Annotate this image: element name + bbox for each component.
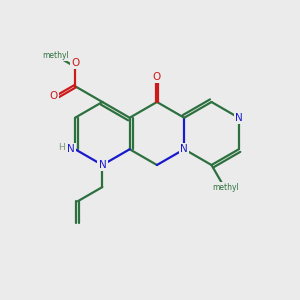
Text: methyl: methyl: [42, 51, 69, 60]
Text: N: N: [67, 144, 74, 154]
Text: N: N: [180, 144, 188, 154]
Text: N: N: [98, 160, 106, 170]
Text: methyl: methyl: [212, 183, 239, 192]
Text: O: O: [153, 72, 161, 82]
Text: H: H: [58, 143, 65, 152]
Text: N: N: [235, 113, 243, 123]
Text: O: O: [50, 91, 58, 101]
Text: O: O: [71, 58, 79, 68]
